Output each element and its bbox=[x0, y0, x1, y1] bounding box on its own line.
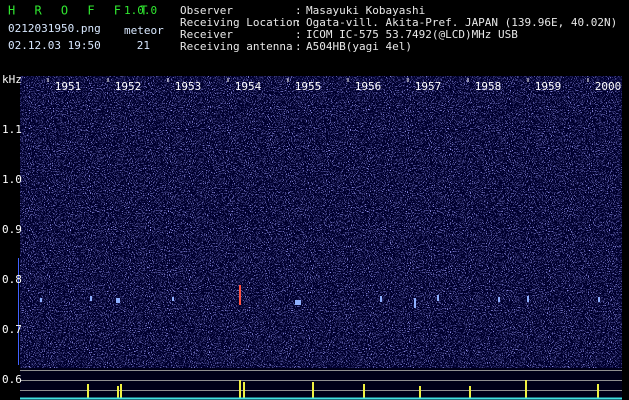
field-value: Ogata-vill. Akita-Pref. JAPAN (139.96E, … bbox=[306, 16, 617, 29]
meteor-bars bbox=[87, 380, 599, 398]
meteor-count: 21 bbox=[137, 39, 150, 52]
echo bbox=[437, 295, 439, 301]
time-label: 2000 bbox=[595, 80, 622, 93]
y-label: 0.6 bbox=[2, 373, 22, 386]
y-unit: kHz bbox=[2, 73, 22, 86]
echo bbox=[40, 298, 42, 302]
time-label: 1955 bbox=[295, 80, 322, 93]
y-label: 1.1 bbox=[2, 123, 22, 136]
time-label: 1957 bbox=[415, 80, 442, 93]
field-label: Receiver bbox=[180, 28, 233, 41]
field-separator: : bbox=[295, 4, 302, 17]
field-separator: : bbox=[295, 16, 302, 29]
field-label: Observer bbox=[180, 4, 233, 17]
version: 1.0.0 bbox=[124, 4, 157, 17]
meteor-count-strip bbox=[20, 368, 622, 400]
echo bbox=[527, 296, 529, 302]
y-label: 0.8 bbox=[2, 273, 22, 286]
time-label: 1951 bbox=[55, 80, 82, 93]
field-label: Receiving Location bbox=[180, 16, 299, 29]
echo bbox=[414, 298, 416, 308]
echo bbox=[498, 297, 500, 302]
axes: 1.1 1.0 0.9 0.8 0.7 0.6 1951 1952 1953 1954 1955 19… bbox=[2, 78, 621, 386]
echo bbox=[380, 296, 382, 302]
y-label: 1.0 bbox=[2, 173, 22, 186]
time-label: 1958 bbox=[475, 80, 502, 93]
spectrogram-noise bbox=[20, 76, 622, 368]
field-separator: : bbox=[295, 40, 302, 53]
echo bbox=[90, 296, 92, 301]
echo bbox=[239, 285, 241, 305]
field-value: ICOM IC-575 53.7492(@LCD)MHz USB bbox=[306, 28, 518, 41]
field-label: Receiving antenna bbox=[180, 40, 293, 53]
echo bbox=[295, 300, 301, 305]
y-label: 0.9 bbox=[2, 223, 22, 236]
timestamp: 02.12.03 19:50 bbox=[8, 39, 101, 52]
app-name: H R O F F T bbox=[8, 4, 153, 18]
echo bbox=[172, 297, 174, 301]
field-separator: : bbox=[295, 28, 302, 41]
field-value: A504HB(yagi 4el) bbox=[306, 40, 412, 53]
time-label: 1953 bbox=[175, 80, 202, 93]
echo bbox=[116, 298, 120, 303]
file-name: 0212031950.png bbox=[8, 22, 101, 35]
echo-band bbox=[40, 285, 600, 308]
field-value: Masayuki Kobayashi bbox=[306, 4, 425, 17]
meteor-label: meteor bbox=[124, 24, 164, 37]
y-label: 0.7 bbox=[2, 323, 22, 336]
time-label: 1954 bbox=[235, 80, 262, 93]
time-label: 1959 bbox=[535, 80, 562, 93]
echo bbox=[598, 297, 600, 302]
time-label: 1952 bbox=[115, 80, 142, 93]
time-label: 1956 bbox=[355, 80, 382, 93]
info-fields: Observer: Masayuki Kobayashi Receiving Loc… bbox=[180, 4, 617, 53]
